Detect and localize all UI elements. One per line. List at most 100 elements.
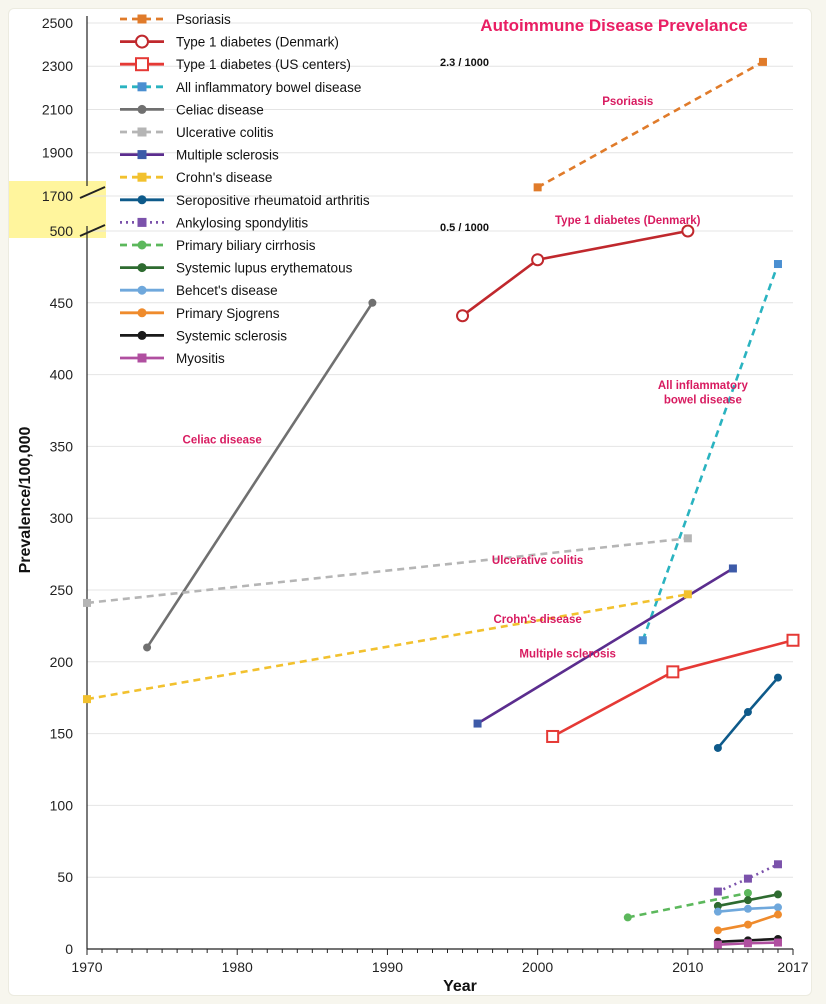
data-point-primary-sjogrens-2012	[713, 926, 722, 935]
data-point-type-1-diabetes-denmark-1995	[456, 309, 470, 323]
axis-break-highlight	[9, 181, 106, 238]
annotation-multiple-sclerosis: Multiple sclerosis	[519, 648, 616, 660]
y-tick-label-2300: 2300	[42, 58, 73, 74]
axes: 0 50 100 150 200 250 300 350 400 450 500 1700 1900 21…	[42, 15, 809, 975]
y-tick-label-200: 200	[50, 654, 74, 670]
data-point-seropositive-rheumatoid-arthritis-2014	[743, 708, 752, 717]
y-tick-label-1900: 1900	[42, 145, 73, 161]
legend-marker-psoriasis	[137, 14, 147, 24]
legend: Psoriasis Type 1 diabetes (Denmark) Type 1…	[120, 12, 370, 366]
axis-break-mark-bottom	[79, 224, 106, 237]
y-tick-label-350: 350	[50, 438, 74, 454]
legend-marker-primary-biliary-cirrhosis	[137, 240, 147, 250]
x-tick-label-1970: 1970	[71, 959, 102, 975]
annotation-celiac-disease: Celiac disease	[183, 435, 262, 447]
data-point-primary-sjogrens-2014	[743, 920, 752, 929]
x-tick-label-2010: 2010	[672, 959, 703, 975]
legend-label-crohn-s-disease: Crohn's disease	[176, 170, 272, 185]
data-point-myositis-2012	[713, 940, 722, 949]
y-tick-label-0: 0	[65, 941, 73, 957]
data-point-ulcerative-colitis-1970	[83, 598, 91, 607]
series-line-ankylosing-spondylitis	[717, 863, 779, 893]
series-line-multiple-sclerosis	[476, 567, 734, 725]
series	[83, 57, 800, 949]
data-point-ulcerative-colitis-2010	[683, 534, 692, 543]
series-line-crohn-s-disease	[86, 593, 689, 701]
y-axis-label: Prevalence/100,000	[17, 427, 34, 574]
x-tick-label-2017: 2017	[777, 959, 808, 975]
legend-label-seropositive-rheumatoid-arthritis: Seropositive rheumatoid arthritis	[176, 193, 370, 208]
data-point-psoriasis-2015	[758, 57, 767, 66]
gridlines	[9, 22, 793, 950]
y-tick-label-250: 250	[50, 582, 74, 598]
data-point-systemic-lupus-erythematous-2014	[743, 896, 752, 905]
data-point-seropositive-rheumatoid-arthritis-2012	[713, 743, 722, 752]
legend-marker-all-inflammatory-bowel-disease	[137, 82, 147, 92]
legend-marker-crohn-s-disease	[137, 172, 147, 182]
data-point-systemic-lupus-erythematous-2016	[773, 890, 782, 899]
legend-label-systemic-sclerosis: Systemic sclerosis	[176, 328, 287, 343]
data-point-type-1-diabetes-denmark-2000	[531, 253, 545, 267]
axis-break-mark-top	[79, 186, 106, 199]
data-point-primary-biliary-cirrhosis-2014	[743, 888, 752, 897]
y-tick-label-300: 300	[50, 510, 74, 526]
data-point-crohn-s-disease-1970	[83, 695, 91, 704]
legend-marker-primary-sjogrens	[137, 308, 147, 318]
data-point-behcet-s-disease-2014	[743, 904, 752, 913]
legend-marker-celiac-disease	[137, 104, 147, 114]
y-tick-label-450: 450	[50, 295, 74, 311]
data-point-myositis-2016	[773, 938, 782, 947]
data-point-seropositive-rheumatoid-arthritis-2016	[773, 673, 782, 682]
data-point-type-1-diabetes-denmark-2010	[681, 224, 695, 238]
legend-marker-type-1-diabetes-denmark	[135, 34, 149, 49]
annotation-type-1-diabetes-denmark: Type 1 diabetes (Denmark)	[555, 215, 701, 227]
legend-label-ankylosing-spondylitis: Ankylosing spondylitis	[176, 215, 308, 230]
data-point-multiple-sclerosis-1996	[473, 719, 482, 728]
legend-marker-seropositive-rheumatoid-arthritis	[137, 195, 147, 205]
data-point-type-1-diabetes-us-centers-2009	[666, 665, 680, 679]
data-point-celiac-disease-1974	[143, 643, 152, 652]
data-point-ankylosing-spondylitis-2014	[743, 874, 752, 883]
chart-panel	[8, 8, 812, 996]
y-tick-label-400: 400	[50, 367, 74, 383]
legend-marker-type-1-diabetes-us-centers	[135, 57, 149, 72]
data-point-type-1-diabetes-us-centers-2001	[546, 729, 560, 743]
series-line-celiac-disease	[145, 302, 374, 649]
rate-note: 2.3 / 1000	[440, 57, 489, 69]
series-line-primary-biliary-cirrhosis	[627, 891, 749, 919]
legend-marker-behcet-s-disease	[137, 285, 147, 295]
legend-marker-multiple-sclerosis	[137, 150, 147, 160]
legend-label-myositis: Myositis	[176, 351, 225, 366]
data-point-primary-biliary-cirrhosis-2006	[623, 913, 632, 922]
legend-label-type-1-diabetes-denmark: Type 1 diabetes (Denmark)	[176, 35, 339, 50]
series-line-all-inflammatory-bowel-disease	[641, 263, 780, 641]
data-point-behcet-s-disease-2012	[713, 907, 722, 916]
data-point-myositis-2014	[743, 939, 752, 948]
data-point-psoriasis-2000	[533, 183, 542, 192]
legend-marker-systemic-lupus-erythematous	[137, 263, 147, 273]
data-point-all-inflammatory-bowel-disease-2016	[773, 260, 782, 269]
y-tick-label-100: 100	[50, 797, 74, 813]
chart-title: Autoimmune Disease Prevelance	[480, 16, 747, 35]
legend-label-behcet-s-disease: Behcet's disease	[176, 283, 278, 298]
labels: Psoriasis Type 1 diabetes (Denmark) All in…	[183, 57, 749, 660]
annotation-ulcerative-colitis: Ulcerative colitis	[492, 555, 583, 567]
series-line-ulcerative-colitis	[86, 537, 688, 605]
annotation-psoriasis: Psoriasis	[602, 96, 653, 108]
annotation-crohn-s-disease: Crohn's disease	[493, 614, 581, 626]
rate-note: 0.5 / 1000	[440, 222, 489, 234]
y-tick-label-50: 50	[57, 869, 73, 885]
data-point-type-1-diabetes-us-centers-2017	[786, 633, 800, 647]
legend-marker-ankylosing-spondylitis	[137, 217, 147, 227]
legend-label-multiple-sclerosis: Multiple sclerosis	[176, 148, 279, 163]
annotation-all-inflammatory: All inflammatory	[658, 380, 749, 392]
y-tick-label-2500: 2500	[42, 15, 73, 31]
legend-label-primary-sjogrens: Primary Sjogrens	[176, 306, 280, 321]
y-tick-label-2100: 2100	[42, 101, 73, 117]
x-tick-label-1980: 1980	[222, 959, 253, 975]
legend-label-primary-biliary-cirrhosis: Primary biliary cirrhosis	[176, 238, 316, 253]
legend-marker-systemic-sclerosis	[137, 330, 147, 340]
x-axis-label: Year	[443, 978, 477, 995]
